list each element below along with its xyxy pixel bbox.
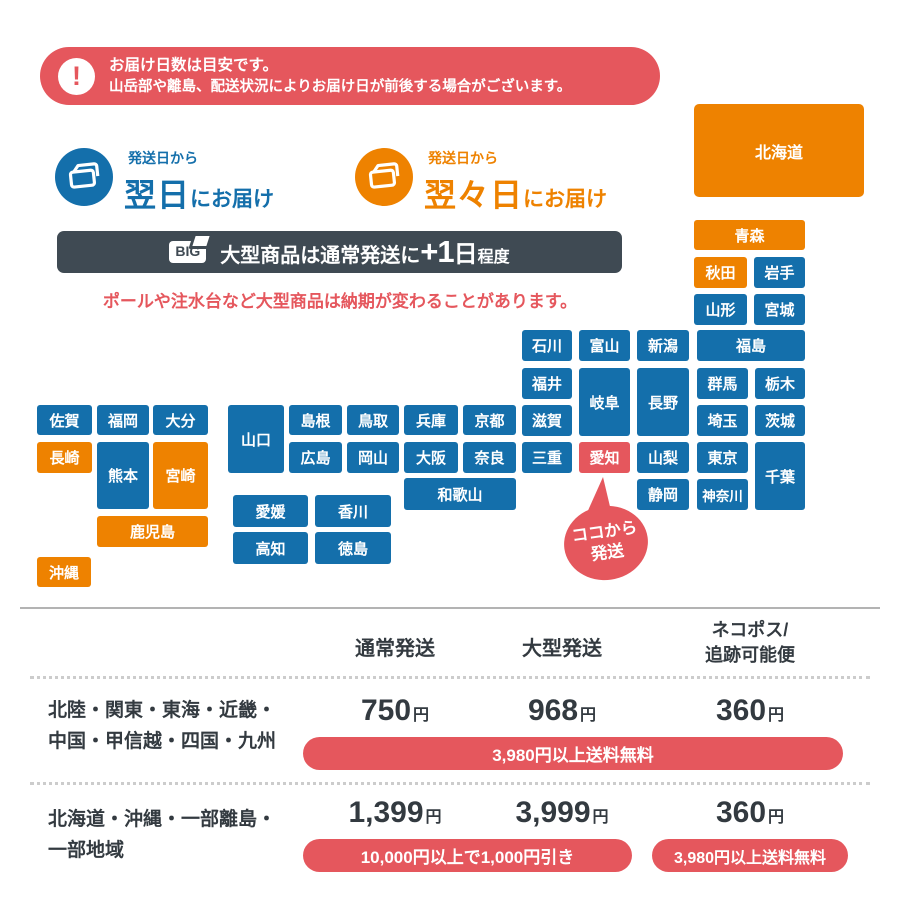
col-header-nekopos: ネコポス/ 追跡可能便 (705, 620, 795, 665)
map-pref-fukushima: 福島 (697, 330, 805, 361)
badge-lead: 発送日から (128, 150, 198, 166)
col-header-large: 大型発送 (522, 638, 602, 660)
row1-price-nekopos: 360 円 (715, 694, 785, 727)
map-pref-kochi: 高知 (233, 532, 308, 564)
map-pref-miyazaki: 宮崎 (153, 442, 208, 509)
map-pref-wakayama: 和歌山 (404, 478, 516, 510)
map-pref-yamaguchi: 山口 (228, 405, 284, 473)
map-pref-mie: 三重 (522, 442, 572, 473)
ship-from-bubble: ココから 発送 (559, 500, 653, 586)
map-pref-hokkaido: 北海道 (694, 104, 864, 197)
table-top-border (20, 607, 880, 609)
map-pref-aichi: 愛知 (579, 442, 630, 473)
row2-discount-pill: 10,000円以上で1,000円引き (303, 839, 632, 872)
big-item-banner: BIG 大型商品は通常発送に +1 日程度 (57, 231, 622, 273)
dotted-divider (30, 782, 870, 785)
badge-rest-text: にお届け (523, 188, 608, 211)
map-pref-nagasaki: 長崎 (37, 442, 92, 473)
map-pref-miyagi: 宮城 (754, 294, 805, 325)
map-pref-ishikawa: 石川 (522, 330, 572, 361)
map-pref-okinawa: 沖縄 (37, 557, 91, 587)
row2-free-shipping-pill: 3,980円以上送料無料 (652, 839, 848, 872)
map-pref-chiba: 千葉 (755, 442, 805, 510)
badge-text: 発送日から 翌々日にお届け (424, 148, 607, 216)
big-banner-text: 大型商品は通常発送に +1 日程度 (220, 234, 510, 269)
notice-text: お届け日数は目安です。 山岳部や離島、配送状況によりお届け日が前後する場合がござ… (109, 54, 571, 98)
map-pref-shizuoka: 静岡 (637, 479, 689, 510)
map-pref-yamagata: 山形 (694, 294, 747, 325)
map-pref-aomori: 青森 (694, 220, 805, 250)
package-icon (355, 148, 413, 206)
badge-text: 発送日から 翌日にお届け (124, 148, 274, 216)
map-pref-gifu: 岐阜 (579, 368, 630, 436)
map-pref-tokushima: 徳島 (315, 532, 391, 564)
map-pref-tottori: 鳥取 (347, 405, 399, 435)
map-pref-hyogo: 兵庫 (404, 405, 458, 435)
big-package-icon: BIG (169, 233, 214, 263)
row2-price-large: 3,999 円 (515, 796, 609, 829)
map-pref-iwate: 岩手 (754, 257, 805, 288)
map-pref-tochigi: 栃木 (755, 368, 805, 399)
map-pref-fukuoka: 福岡 (97, 405, 149, 435)
map-pref-ibaraki: 茨城 (755, 405, 805, 436)
badge-big-text: 翌々日 (424, 177, 524, 213)
row1-free-shipping-pill: 3,980円以上送料無料 (303, 737, 843, 770)
map-pref-kagoshima: 鹿児島 (97, 516, 208, 547)
map-pref-kyoto: 京都 (463, 405, 516, 435)
map-pref-ehime: 愛媛 (233, 495, 308, 527)
map-pref-fukui: 福井 (522, 368, 572, 399)
col-header-normal: 通常発送 (355, 638, 435, 660)
package-icon (55, 148, 113, 206)
row2-region-label: 北海道・沖縄・一部離島・ 一部地域 (48, 809, 277, 861)
row1-price-large: 968 円 (527, 694, 597, 727)
badge-rest-text: にお届け (190, 188, 275, 211)
big-item-caption: ポールや注水台など大型商品は納期が変わることがあります。 (102, 292, 578, 311)
row1-region-label: 北陸・関東・東海・近畿・ 中国・甲信越・四国・九州 (48, 700, 277, 752)
map-pref-hiroshima: 広島 (289, 442, 342, 473)
map-pref-osaka: 大阪 (404, 442, 458, 473)
map-pref-niigata: 新潟 (637, 330, 689, 361)
badge-lead: 発送日から (428, 150, 498, 166)
map-pref-saga: 佐賀 (37, 405, 92, 435)
next-day-delivery-badge: 発送日から 翌日にお届け (55, 148, 274, 216)
map-pref-kanagawa: 神奈川 (697, 479, 748, 510)
row2-price-nekopos: 360 円 (715, 796, 785, 829)
alert-icon: ! (58, 57, 95, 95)
notice-banner: ! お届け日数は目安です。 山岳部や離島、配送状況によりお届け日が前後する場合が… (40, 47, 660, 105)
row2-price-normal: 1,399 円 (348, 796, 442, 829)
two-day-delivery-badge: 発送日から 翌々日にお届け (355, 148, 607, 216)
map-pref-okayama: 岡山 (347, 442, 399, 473)
map-pref-shiga: 滋賀 (522, 405, 572, 436)
map-pref-toyama: 富山 (579, 330, 630, 361)
notice-line1: お届け日数は目安です。 (109, 57, 278, 75)
map-pref-yamanashi: 山梨 (637, 442, 689, 473)
map-pref-nara: 奈良 (463, 442, 516, 473)
map-pref-tokyo: 東京 (697, 442, 748, 473)
map-pref-akita: 秋田 (694, 257, 747, 288)
map-pref-shimane: 島根 (289, 405, 342, 435)
dotted-divider (30, 676, 870, 679)
bubble-line2: 発送 (589, 541, 625, 565)
map-pref-nagano: 長野 (637, 368, 689, 436)
map-pref-saitama: 埼玉 (697, 405, 748, 436)
map-pref-oita: 大分 (153, 405, 208, 435)
row1-price-normal: 750 円 (360, 694, 430, 727)
badge-big-text: 翌日 (124, 177, 191, 213)
map-pref-gunma: 群馬 (697, 368, 748, 399)
map-pref-kagawa: 香川 (315, 495, 391, 527)
notice-line2: 山岳部や離島、配送状況によりお届け日が前後する場合がございます。 (109, 79, 572, 96)
map-pref-kumamoto: 熊本 (97, 442, 149, 509)
